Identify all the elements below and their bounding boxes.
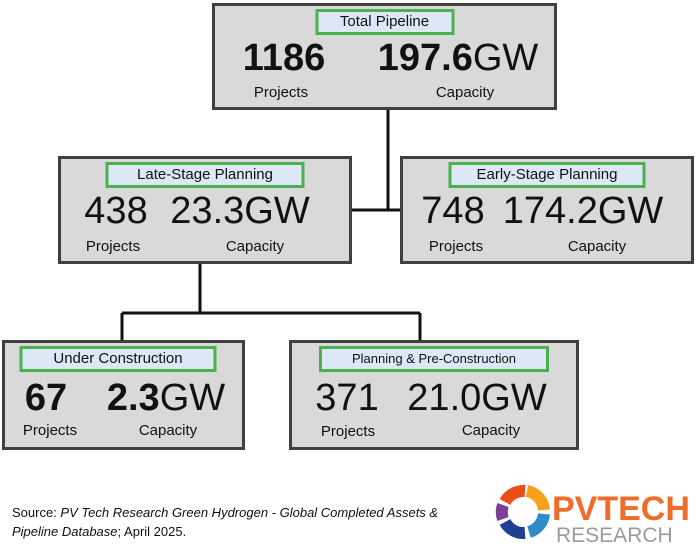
value: 174.2 bbox=[502, 190, 598, 232]
value: 748 bbox=[421, 190, 485, 232]
source-prefix: Source: bbox=[12, 505, 61, 520]
source-title: PV Tech Research Green Hydrogen - Global… bbox=[12, 505, 439, 539]
value: 67 bbox=[24, 377, 68, 419]
source-suffix: ; April 2025. bbox=[117, 524, 187, 539]
unit: GW bbox=[472, 37, 539, 79]
source-note: Source: PV Tech Research Green Hydrogen … bbox=[12, 503, 482, 541]
logo: PVTECH RESEARCH bbox=[495, 484, 690, 546]
value: 1186 bbox=[242, 37, 326, 79]
capacity-label: Capacity bbox=[435, 84, 495, 101]
capacity-label: Capacity bbox=[138, 422, 198, 439]
node-total: Total Pipeline 1186 Projects 197.6GW Cap… bbox=[212, 3, 557, 110]
projects-count: 1186 bbox=[243, 36, 325, 80]
node-title: Late-Stage Planning bbox=[105, 162, 305, 188]
capacity: 2.3GW bbox=[107, 376, 225, 420]
node-early-stage: Early-Stage Planning 748 Projects 174.2G… bbox=[400, 156, 694, 264]
value: 2.3 bbox=[106, 377, 160, 419]
value: 21.0 bbox=[407, 377, 482, 419]
capacity: 21.0GW bbox=[407, 376, 546, 420]
projects-label: Projects bbox=[320, 423, 376, 440]
node-title: Planning & Pre-Construction bbox=[319, 346, 549, 372]
value: 197.6 bbox=[377, 37, 473, 79]
capacity-label: Capacity bbox=[461, 422, 521, 439]
node-planning-pre-construction: Planning & Pre-Construction 371 Projects… bbox=[289, 340, 579, 450]
node-title: Total Pipeline bbox=[315, 9, 454, 35]
capacity: 23.3GW bbox=[170, 189, 309, 233]
projects-label: Projects bbox=[85, 238, 141, 255]
capacity-label: Capacity bbox=[567, 238, 627, 255]
logo-subword: RESEARCH bbox=[556, 524, 673, 546]
projects-label: Projects bbox=[253, 84, 309, 101]
unit: GW bbox=[481, 377, 547, 419]
value: 23.3 bbox=[170, 190, 245, 232]
logo-word: PVTECH bbox=[552, 490, 690, 528]
projects-count: 67 bbox=[25, 376, 67, 420]
node-late-stage: Late-Stage Planning 438 Projects 23.3GW … bbox=[58, 156, 352, 264]
capacity-label: Capacity bbox=[225, 238, 285, 255]
logo-mark bbox=[495, 484, 550, 540]
unit: GW bbox=[159, 377, 226, 419]
value: 438 bbox=[84, 190, 148, 232]
projects-count: 371 bbox=[315, 376, 378, 420]
node-title: Under Construction bbox=[19, 346, 217, 372]
value: 371 bbox=[315, 377, 379, 419]
capacity: 197.6GW bbox=[378, 36, 539, 80]
unit: GW bbox=[244, 190, 310, 232]
projects-count: 748 bbox=[421, 189, 484, 233]
capacity: 174.2GW bbox=[503, 189, 664, 233]
node-under-construction: Under Construction 67 Projects 2.3GW Cap… bbox=[2, 340, 245, 450]
node-title: Early-Stage Planning bbox=[448, 162, 646, 188]
projects-label: Projects bbox=[22, 422, 78, 439]
unit: GW bbox=[597, 190, 664, 232]
projects-label: Projects bbox=[428, 238, 484, 255]
projects-count: 438 bbox=[84, 189, 147, 233]
